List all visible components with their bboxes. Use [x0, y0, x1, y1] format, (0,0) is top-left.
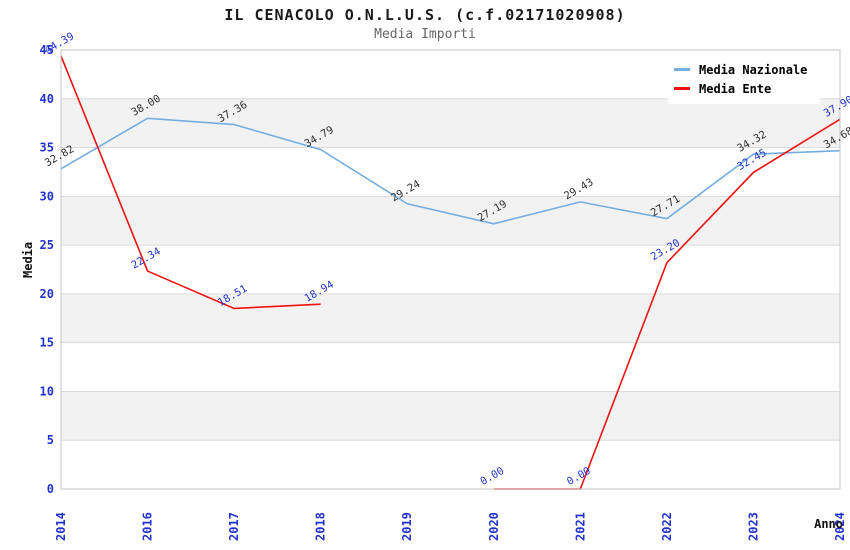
plot-band — [61, 391, 840, 441]
legend-item-media-ente: Media Ente — [674, 79, 820, 98]
legend-swatch-1 — [674, 87, 690, 90]
x-axis-title: Anno — [814, 517, 843, 531]
x-tick-label: 2023 — [746, 512, 760, 541]
plot-band — [61, 98, 840, 148]
chart-title: IL CENACOLO O.N.L.U.S. (c.f.02171020908) — [224, 6, 626, 24]
plot-band — [61, 293, 840, 343]
data-label-media-ente: 0.00 — [565, 465, 593, 488]
x-tick-label: 2016 — [141, 512, 155, 541]
legend: Media Nazionale Media Ente — [668, 54, 820, 104]
y-axis-title: Media — [21, 242, 35, 278]
y-tick-label: 45 — [40, 43, 54, 57]
y-tick-label: 25 — [40, 238, 54, 252]
x-tick-label: 2019 — [400, 512, 414, 541]
x-tick-label: 2017 — [227, 512, 241, 541]
x-tick-label: 2024 — [833, 512, 847, 541]
legend-item-media-nazionale: Media Nazionale — [674, 60, 820, 79]
plot-border — [60, 49, 841, 490]
series-line-media-nazionale — [60, 117, 841, 225]
y-tick-label: 30 — [40, 189, 54, 203]
legend-label-media-nazionale: Media Nazionale — [699, 62, 808, 77]
y-tick-label: 10 — [40, 384, 54, 398]
x-tick-label: 2021 — [573, 512, 587, 541]
series-line-media-ente — [60, 55, 321, 310]
data-label-media-ente: 0.00 — [478, 465, 506, 488]
x-tick-label: 2018 — [314, 512, 328, 541]
legend-label-media-ente: Media Ente — [699, 81, 772, 96]
y-tick-label: 35 — [40, 141, 54, 155]
x-tick-label: 2020 — [487, 512, 501, 541]
y-tick-label: 5 — [47, 433, 54, 447]
plot-band — [61, 196, 840, 246]
x-tick-label: 2022 — [660, 512, 674, 541]
legend-swatch-0 — [674, 68, 690, 71]
y-tick-label: 0 — [47, 482, 54, 496]
x-tick-label: 2014 — [54, 512, 68, 541]
y-tick-label: 20 — [40, 287, 54, 301]
chart-subtitle: Media Importi — [374, 27, 476, 42]
y-tick-label: 40 — [40, 92, 54, 106]
y-tick-label: 15 — [40, 336, 54, 350]
